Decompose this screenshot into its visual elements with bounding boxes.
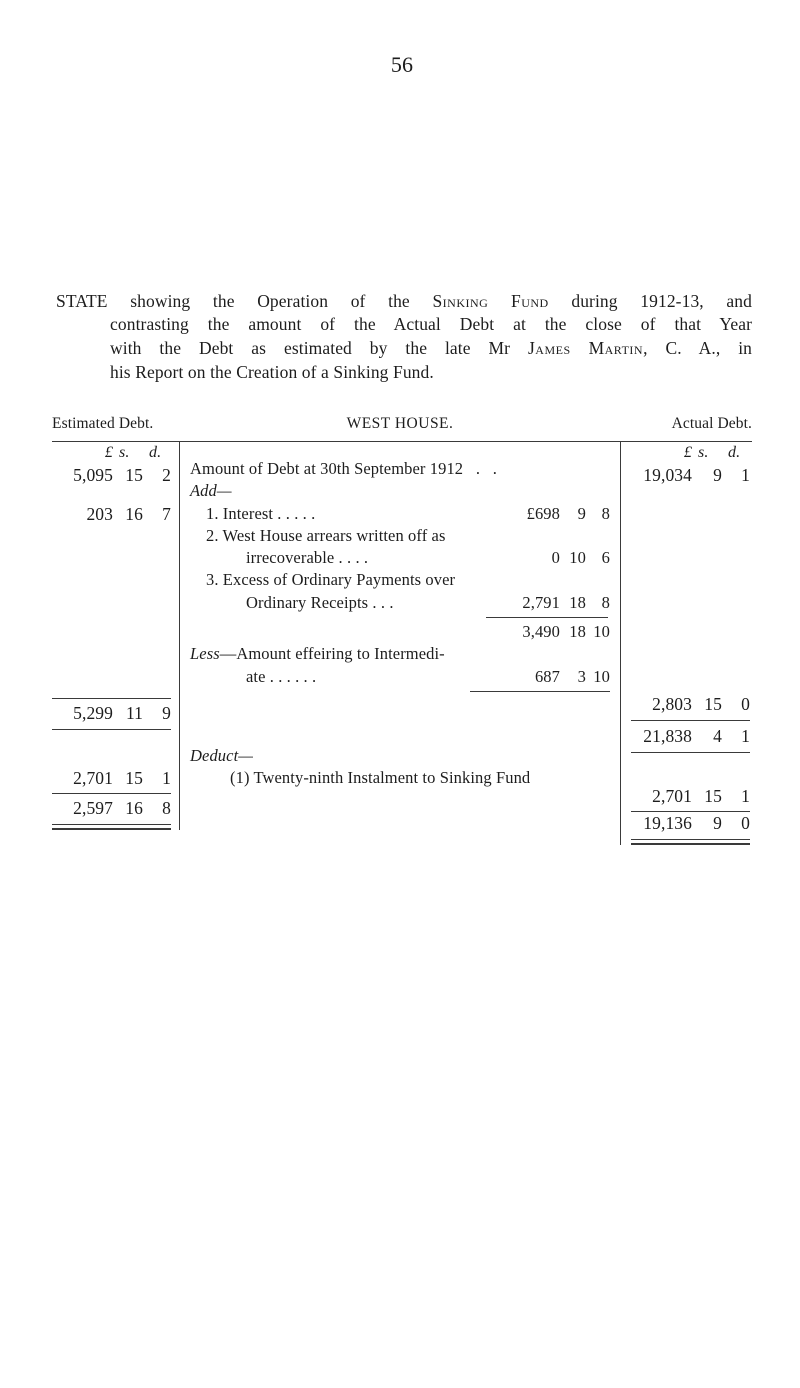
lsd-d: d. xyxy=(149,442,171,464)
rule-thick xyxy=(631,843,750,845)
intro-paragraph: STATE showing the Operation of the Sinki… xyxy=(56,290,752,385)
amt-excess: 2,791 18 8 xyxy=(492,592,610,614)
subtotal: 3,490 18 10 xyxy=(190,621,610,643)
header-middle: WEST HOUSE. xyxy=(180,414,620,442)
deduct-label: Deduct— xyxy=(190,745,610,767)
rule xyxy=(52,729,171,730)
add-label: Add— xyxy=(190,480,610,502)
page-number: 56 xyxy=(52,50,752,80)
act-less: 2,803 15 0 xyxy=(631,693,750,717)
item-arrears-b: irrecoverable . . . . 0 10 6 xyxy=(190,547,610,569)
deduct-line: (1) Twenty-ninth Instalment to Sinking F… xyxy=(190,767,610,789)
item-arrears-a: 2. West House arrears written off as xyxy=(190,525,610,547)
item-excess-a: 3. Excess of Ordinary Payments over xyxy=(190,569,610,591)
intro-line-2: contrasting the amount of the Actual Deb… xyxy=(110,313,752,337)
act-sum-1: 21,838 4 1 xyxy=(631,725,750,749)
actual-column: £ s. d. 19,034 9 1 2,803 15 0 21,838 4 1… xyxy=(620,442,752,845)
act-row-1: 19,034 9 1 xyxy=(631,464,750,488)
estimated-column: £ s. d. 5,095 15 2 203 16 7 5,299 11 9 2… xyxy=(52,442,180,830)
est-final: 2,597 16 8 xyxy=(52,797,171,821)
less-line-b: ate . . . . . . 687 3 10 xyxy=(190,666,610,688)
lsd-s: s. xyxy=(119,442,143,464)
lsd-header-right: £ s. d. xyxy=(631,442,750,464)
statement-table: Estimated Debt. WEST HOUSE. Actual Debt.… xyxy=(52,414,752,845)
intro-line-1: STATE showing the Operation of the Sinki… xyxy=(56,290,752,314)
amt-less: 687 3 10 xyxy=(492,666,610,688)
act-final: 19,136 9 0 xyxy=(631,812,750,836)
amount-of-debt-line: Amount of Debt at 30th September 1912 . … xyxy=(190,458,610,480)
rule xyxy=(52,698,171,699)
rule xyxy=(486,617,608,618)
narrative-column: Amount of Debt at 30th September 1912 . … xyxy=(180,442,620,789)
est-sum-1: 5,299 11 9 xyxy=(52,702,171,726)
rule xyxy=(470,691,610,692)
est-row-2: 203 16 7 xyxy=(52,503,171,527)
header-estimated: Estimated Debt. xyxy=(52,414,180,442)
rule xyxy=(631,839,750,840)
lsd-L: £ xyxy=(52,442,113,464)
est-row-1: 5,095 15 2 xyxy=(52,464,171,488)
rule xyxy=(52,824,171,825)
intro-line-4: his Report on the Creation of a Sinking … xyxy=(110,361,752,385)
less-line-a: Less—Amount effeiring to Intermedi- xyxy=(190,643,610,665)
header-actual: Actual Debt. xyxy=(620,414,752,442)
rule xyxy=(52,793,171,794)
rule-thick xyxy=(52,828,171,830)
est-deduct: 2,701 15 1 xyxy=(52,767,171,791)
item-excess-b: Ordinary Receipts . . . 2,791 18 8 xyxy=(190,592,610,614)
intro-line-3: with the Debt as estimated by the late M… xyxy=(110,337,752,361)
lsd-header-left: £ s. d. xyxy=(52,442,171,464)
item-interest: 1. Interest . . . . . £698 9 8 xyxy=(190,503,610,525)
amt-arrears: 0 10 6 xyxy=(492,547,610,569)
act-deduct: 2,701 15 1 xyxy=(631,785,750,809)
amt-interest: £698 9 8 xyxy=(492,503,610,525)
